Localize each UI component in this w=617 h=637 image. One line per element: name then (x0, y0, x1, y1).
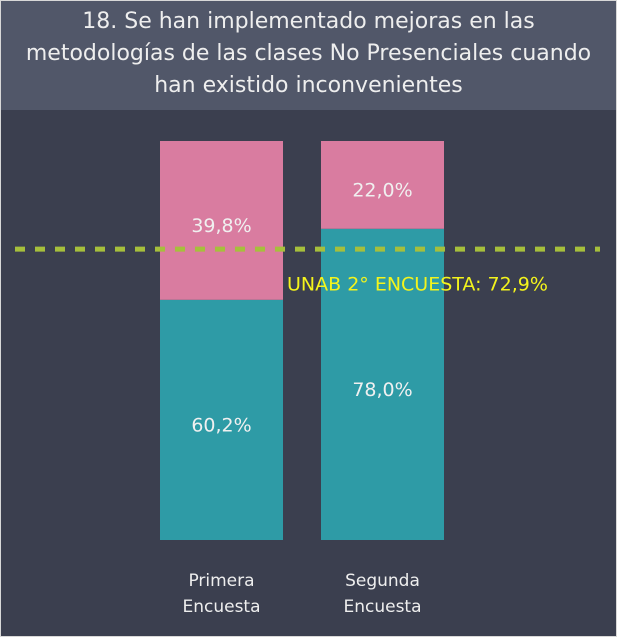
value-label: 22,0% (352, 179, 412, 201)
title-background (1, 1, 616, 110)
bar-segment (321, 228, 444, 540)
bar-segment (160, 299, 283, 540)
x-tick-label: Primera Encuesta (182, 571, 261, 617)
value-label: 39,8% (191, 215, 251, 237)
bar-segment (160, 141, 283, 300)
value-label: 78,0% (352, 379, 412, 401)
chart-title: 18. Se han implementado mejoras en las m… (25, 9, 592, 98)
bar-segment (321, 141, 444, 229)
x-tick-label: Segunda Encuesta (343, 571, 422, 617)
value-label: 60,2% (191, 414, 251, 436)
reference-label: UNAB 2° ENCUESTA: 72,9% (287, 274, 548, 296)
